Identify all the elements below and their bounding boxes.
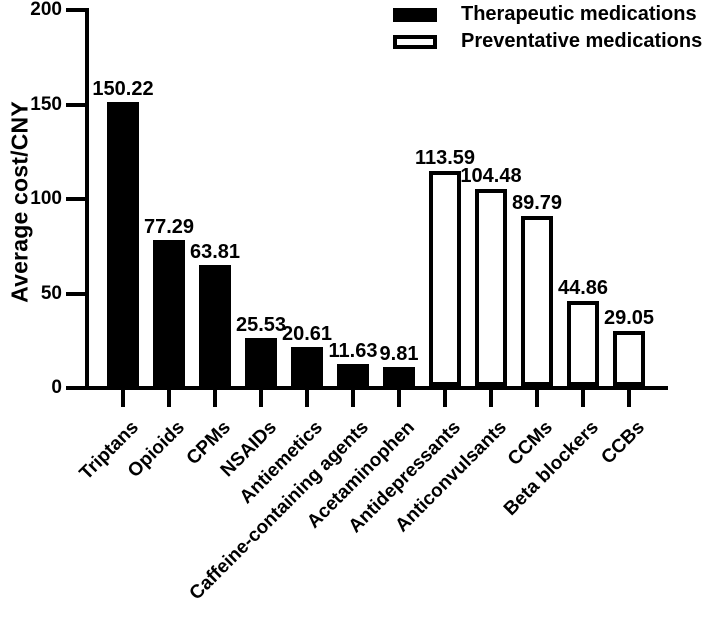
x-tick-mark <box>213 390 217 407</box>
bar-value-label-caffeine-containing-agents: 11.63 <box>328 340 378 362</box>
bar-value-label-beta-blockers: 44.86 <box>557 277 609 299</box>
y-tick-mark <box>66 197 86 201</box>
bar-antiemetics <box>291 347 323 386</box>
y-tick-label: 100 <box>30 188 62 209</box>
legend-swatch-filled-icon <box>393 7 437 22</box>
legend-label: Preventative medications <box>461 30 703 52</box>
bar-value-label-nsaids: 25.53 <box>235 314 287 336</box>
bar-nsaids <box>245 338 277 386</box>
legend-row-preventative: Preventative medications <box>393 30 702 53</box>
bar-antidepressants <box>429 171 461 386</box>
bar-value-label-antiemetics: 20.61 <box>281 323 333 345</box>
bar-ccbs <box>613 331 645 386</box>
x-tick-mark <box>305 390 309 407</box>
bar-anticonvulsants <box>475 189 507 386</box>
x-tick-mark <box>535 390 539 407</box>
y-tick-mark <box>66 291 86 296</box>
x-tick-mark <box>443 390 447 407</box>
chart-legend: Therapeutic medications Preventative med… <box>393 3 702 53</box>
bar-value-label-opioids: 77.29 <box>143 216 195 238</box>
bar-value-label-cpms: 63.81 <box>189 241 241 263</box>
x-tick-mark <box>627 390 631 407</box>
bar-caffeine-containing-agents <box>337 364 369 386</box>
x-tick-mark <box>489 390 493 407</box>
y-tick-label: 200 <box>30 0 62 20</box>
x-tick-label-ccbs: CCBs <box>597 417 649 469</box>
y-tick-label: 50 <box>40 282 62 304</box>
y-tick-mark <box>66 8 86 12</box>
bar-value-label-acetaminophen: 9.81 <box>379 343 419 365</box>
x-tick-mark <box>259 390 263 407</box>
bar-ccms <box>521 216 553 386</box>
x-tick-mark <box>167 390 171 407</box>
x-tick-mark <box>121 390 125 407</box>
bar-value-label-anticonvulsants: 104.48 <box>460 165 522 187</box>
bar-cpms <box>199 265 231 386</box>
bar-value-label-triptans: 150.22 <box>92 78 154 100</box>
bar-value-label-ccms: 89.79 <box>511 192 563 214</box>
bar-acetaminophen <box>383 367 415 386</box>
x-tick-mark <box>397 390 401 407</box>
bar-triptans <box>107 102 139 386</box>
legend-label: Therapeutic medications <box>461 3 697 25</box>
legend-row-therapeutic: Therapeutic medications <box>393 3 702 26</box>
y-tick-label: 0 <box>51 377 62 398</box>
bar-beta-blockers <box>567 301 599 386</box>
plot-area: 150.22 77.29 63.81 25.53 20.61 11.63 9.81 113.5… <box>85 8 668 390</box>
y-tick-label: 150 <box>30 93 62 115</box>
bar-opioids <box>153 240 185 386</box>
bar-value-label-ccbs: 29.05 <box>603 307 655 329</box>
y-tick-mark <box>66 386 86 390</box>
x-tick-mark <box>581 390 585 407</box>
bar-value-label-antidepressants: 113.59 <box>414 147 476 169</box>
y-tick-mark <box>66 102 86 107</box>
x-tick-mark <box>351 390 355 407</box>
legend-swatch-outlined-icon <box>393 34 437 49</box>
